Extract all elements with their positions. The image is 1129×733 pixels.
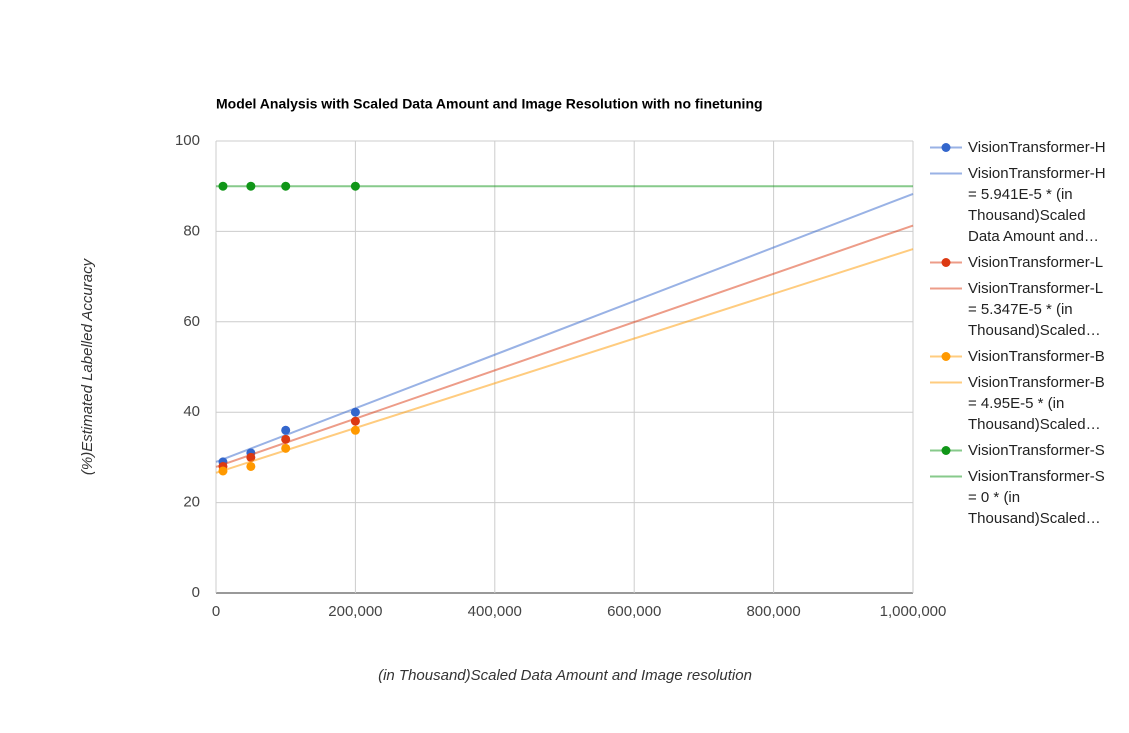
legend-item: VisionTransformer-H = 5.941E-5 * (in Tho… <box>928 163 1113 247</box>
chart-title: Model Analysis with Scaled Data Amount a… <box>216 96 763 112</box>
point <box>246 461 256 471</box>
legend-label: VisionTransformer-B <box>968 348 1105 365</box>
y-tick-label: 100 <box>175 132 200 149</box>
point <box>281 425 291 435</box>
legend-marker <box>941 143 951 152</box>
legend-swatch <box>930 475 962 478</box>
legend-swatch <box>930 258 962 267</box>
x-tick-label: 200,000 <box>328 603 382 620</box>
legend-swatch <box>930 352 962 361</box>
y-tick-label: 0 <box>192 584 200 601</box>
legend-item: VisionTransformer-L = 5.347E-5 * (in Tho… <box>928 278 1113 341</box>
y-tick-label: 20 <box>183 494 200 511</box>
legend-label: VisionTransformer-H <box>968 139 1106 156</box>
legend-label: VisionTransformer-H = 5.941E-5 * (in Tho… <box>968 165 1106 245</box>
legend-swatch <box>930 381 962 384</box>
y-tick-label: 60 <box>183 313 200 330</box>
legend-swatch <box>930 172 962 175</box>
legend-label: VisionTransformer-S = 0 * (in Thousand)S… <box>968 468 1105 527</box>
legend-item: VisionTransformer-S = 0 * (in Thousand)S… <box>928 466 1113 529</box>
x-axis-title: (in Thousand)Scaled Data Amount and Imag… <box>378 667 752 684</box>
legend-item: VisionTransformer-S <box>928 440 1113 461</box>
x-tick-label: 800,000 <box>746 603 800 620</box>
legend-item: VisionTransformer-B = 4.95E-5 * (in Thou… <box>928 372 1113 435</box>
legend-label: VisionTransformer-S <box>968 442 1105 459</box>
legend-swatch <box>930 287 962 290</box>
y-tick-label: 80 <box>183 222 200 239</box>
y-axis-title: (%)Estimated Labelled Accuracy <box>79 257 96 475</box>
legend-item: VisionTransformer-B <box>928 346 1113 367</box>
y-tick-label: 40 <box>183 403 200 420</box>
legend-label: VisionTransformer-L <box>968 254 1104 271</box>
legend-marker <box>941 352 951 361</box>
legend-item: VisionTransformer-H <box>928 137 1113 158</box>
x-tick-label: 400,000 <box>468 603 522 620</box>
legend: VisionTransformer-H VisionTransformer-H =… <box>928 137 1118 534</box>
legend-item: VisionTransformer-L <box>928 252 1113 273</box>
x-tick-label: 0 <box>212 603 220 620</box>
trendline <box>215 192 914 463</box>
legend-label: VisionTransformer-B = 4.95E-5 * (in Thou… <box>968 374 1105 433</box>
legend-label: VisionTransformer-L = 5.347E-5 * (in Tho… <box>968 280 1103 339</box>
x-tick-label: 1,000,000 <box>880 603 947 620</box>
legend-marker <box>941 446 951 455</box>
x-tick-label: 600,000 <box>607 603 661 620</box>
legend-marker <box>941 258 951 267</box>
trendline <box>215 224 914 468</box>
legend-swatch <box>930 143 962 152</box>
legend-swatch <box>930 446 962 455</box>
trendline <box>215 248 914 474</box>
